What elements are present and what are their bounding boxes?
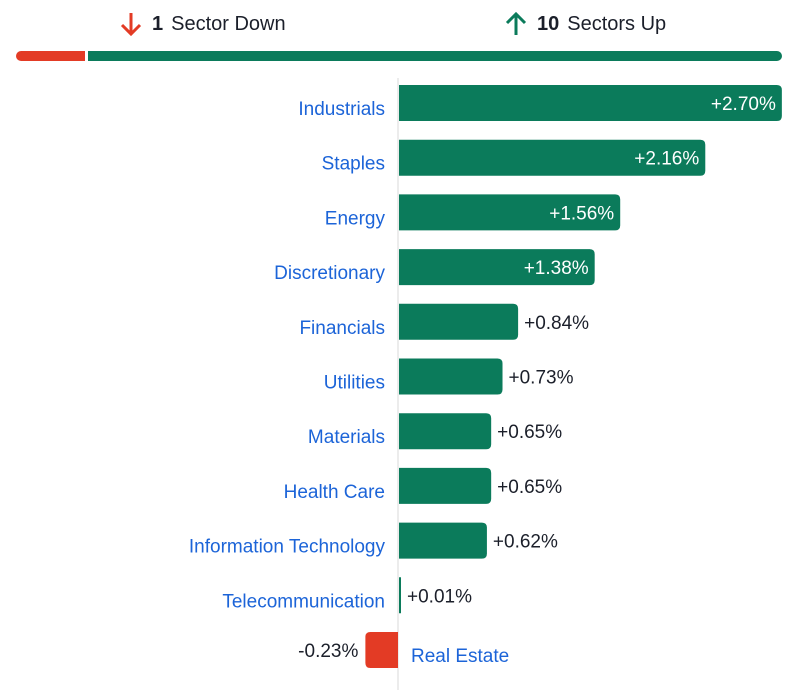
bar-discretionary [399,249,595,286]
category-label: Financials [299,318,385,339]
bar-real-estate [365,632,398,668]
value-label: +1.38% [524,258,589,279]
bar-staples [399,139,706,176]
arrow-down-icon [120,13,142,37]
bar-energy [399,194,621,231]
value-label: +0.73% [509,368,574,389]
value-label: +0.62% [493,532,558,553]
bar-materials [399,413,492,450]
down-count: 1 [152,12,164,35]
sectors-down-summary: 1 Sector Down [118,10,286,38]
down-label: Sector Down [171,12,286,35]
bar-utilities [399,358,503,395]
value-label: +1.56% [549,203,614,224]
up-proportion-bar [88,51,782,61]
sectors-up-summary: 10 Sectors Up [503,10,666,38]
category-label: Utilities [324,373,385,394]
value-label: +0.84% [524,313,589,334]
category-label: Real Estate [411,646,509,667]
value-label: +2.70% [711,94,776,115]
up-count: 10 [537,12,560,35]
up-label: Sectors Up [567,12,667,35]
category-label: Health Care [284,482,385,503]
bar-industrials [399,85,782,121]
category-label: Discretionary [274,263,385,284]
category-label: Staples [322,154,385,175]
value-label: +0.65% [497,477,562,498]
category-label: Telecommunication [222,591,385,612]
category-label: Energy [325,208,386,229]
value-label: +2.16% [634,149,699,170]
arrow-up-icon [505,11,527,35]
category-label: Industrials [298,99,385,120]
value-label: +0.65% [497,422,562,443]
bar-financials [399,303,519,340]
category-label: Information Technology [189,537,386,558]
value-label: +0.01% [407,586,472,607]
bar-health-care [399,467,492,504]
bar-telecommunication [399,577,401,614]
bar-information-technology [399,522,487,559]
down-proportion-bar [16,51,86,61]
value-label: -0.23% [298,641,358,662]
category-label: Materials [308,427,385,448]
